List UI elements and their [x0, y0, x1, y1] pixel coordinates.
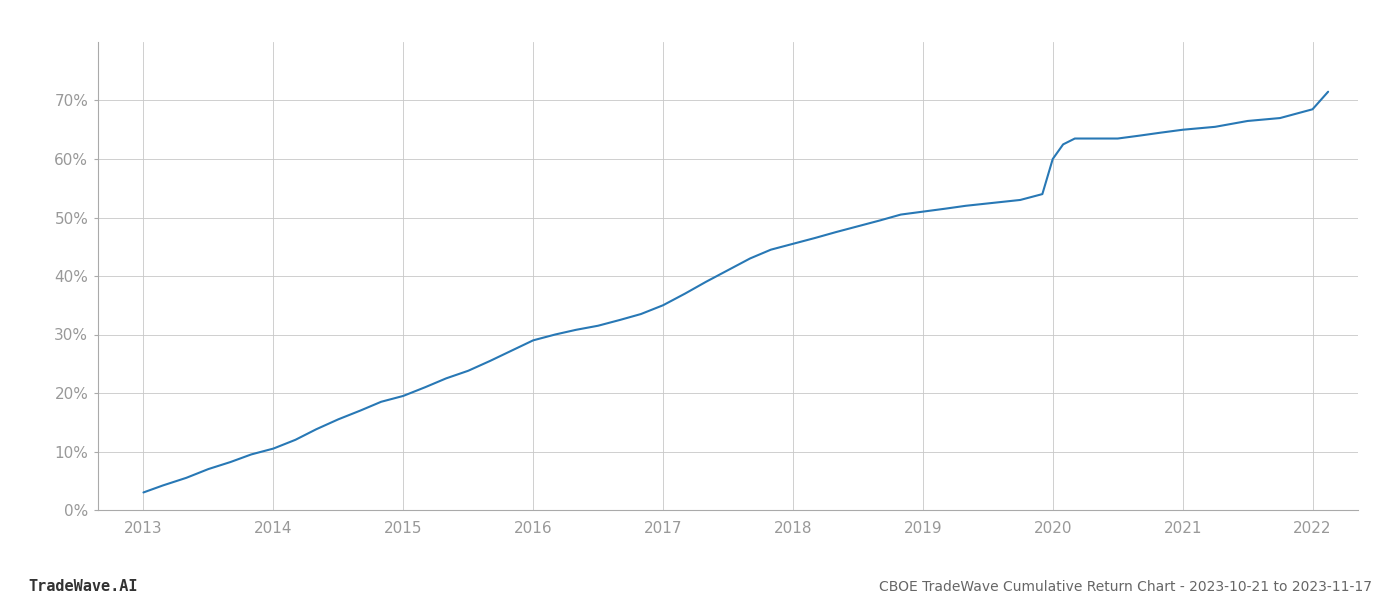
Text: TradeWave.AI: TradeWave.AI	[28, 579, 137, 594]
Text: CBOE TradeWave Cumulative Return Chart - 2023-10-21 to 2023-11-17: CBOE TradeWave Cumulative Return Chart -…	[879, 580, 1372, 594]
